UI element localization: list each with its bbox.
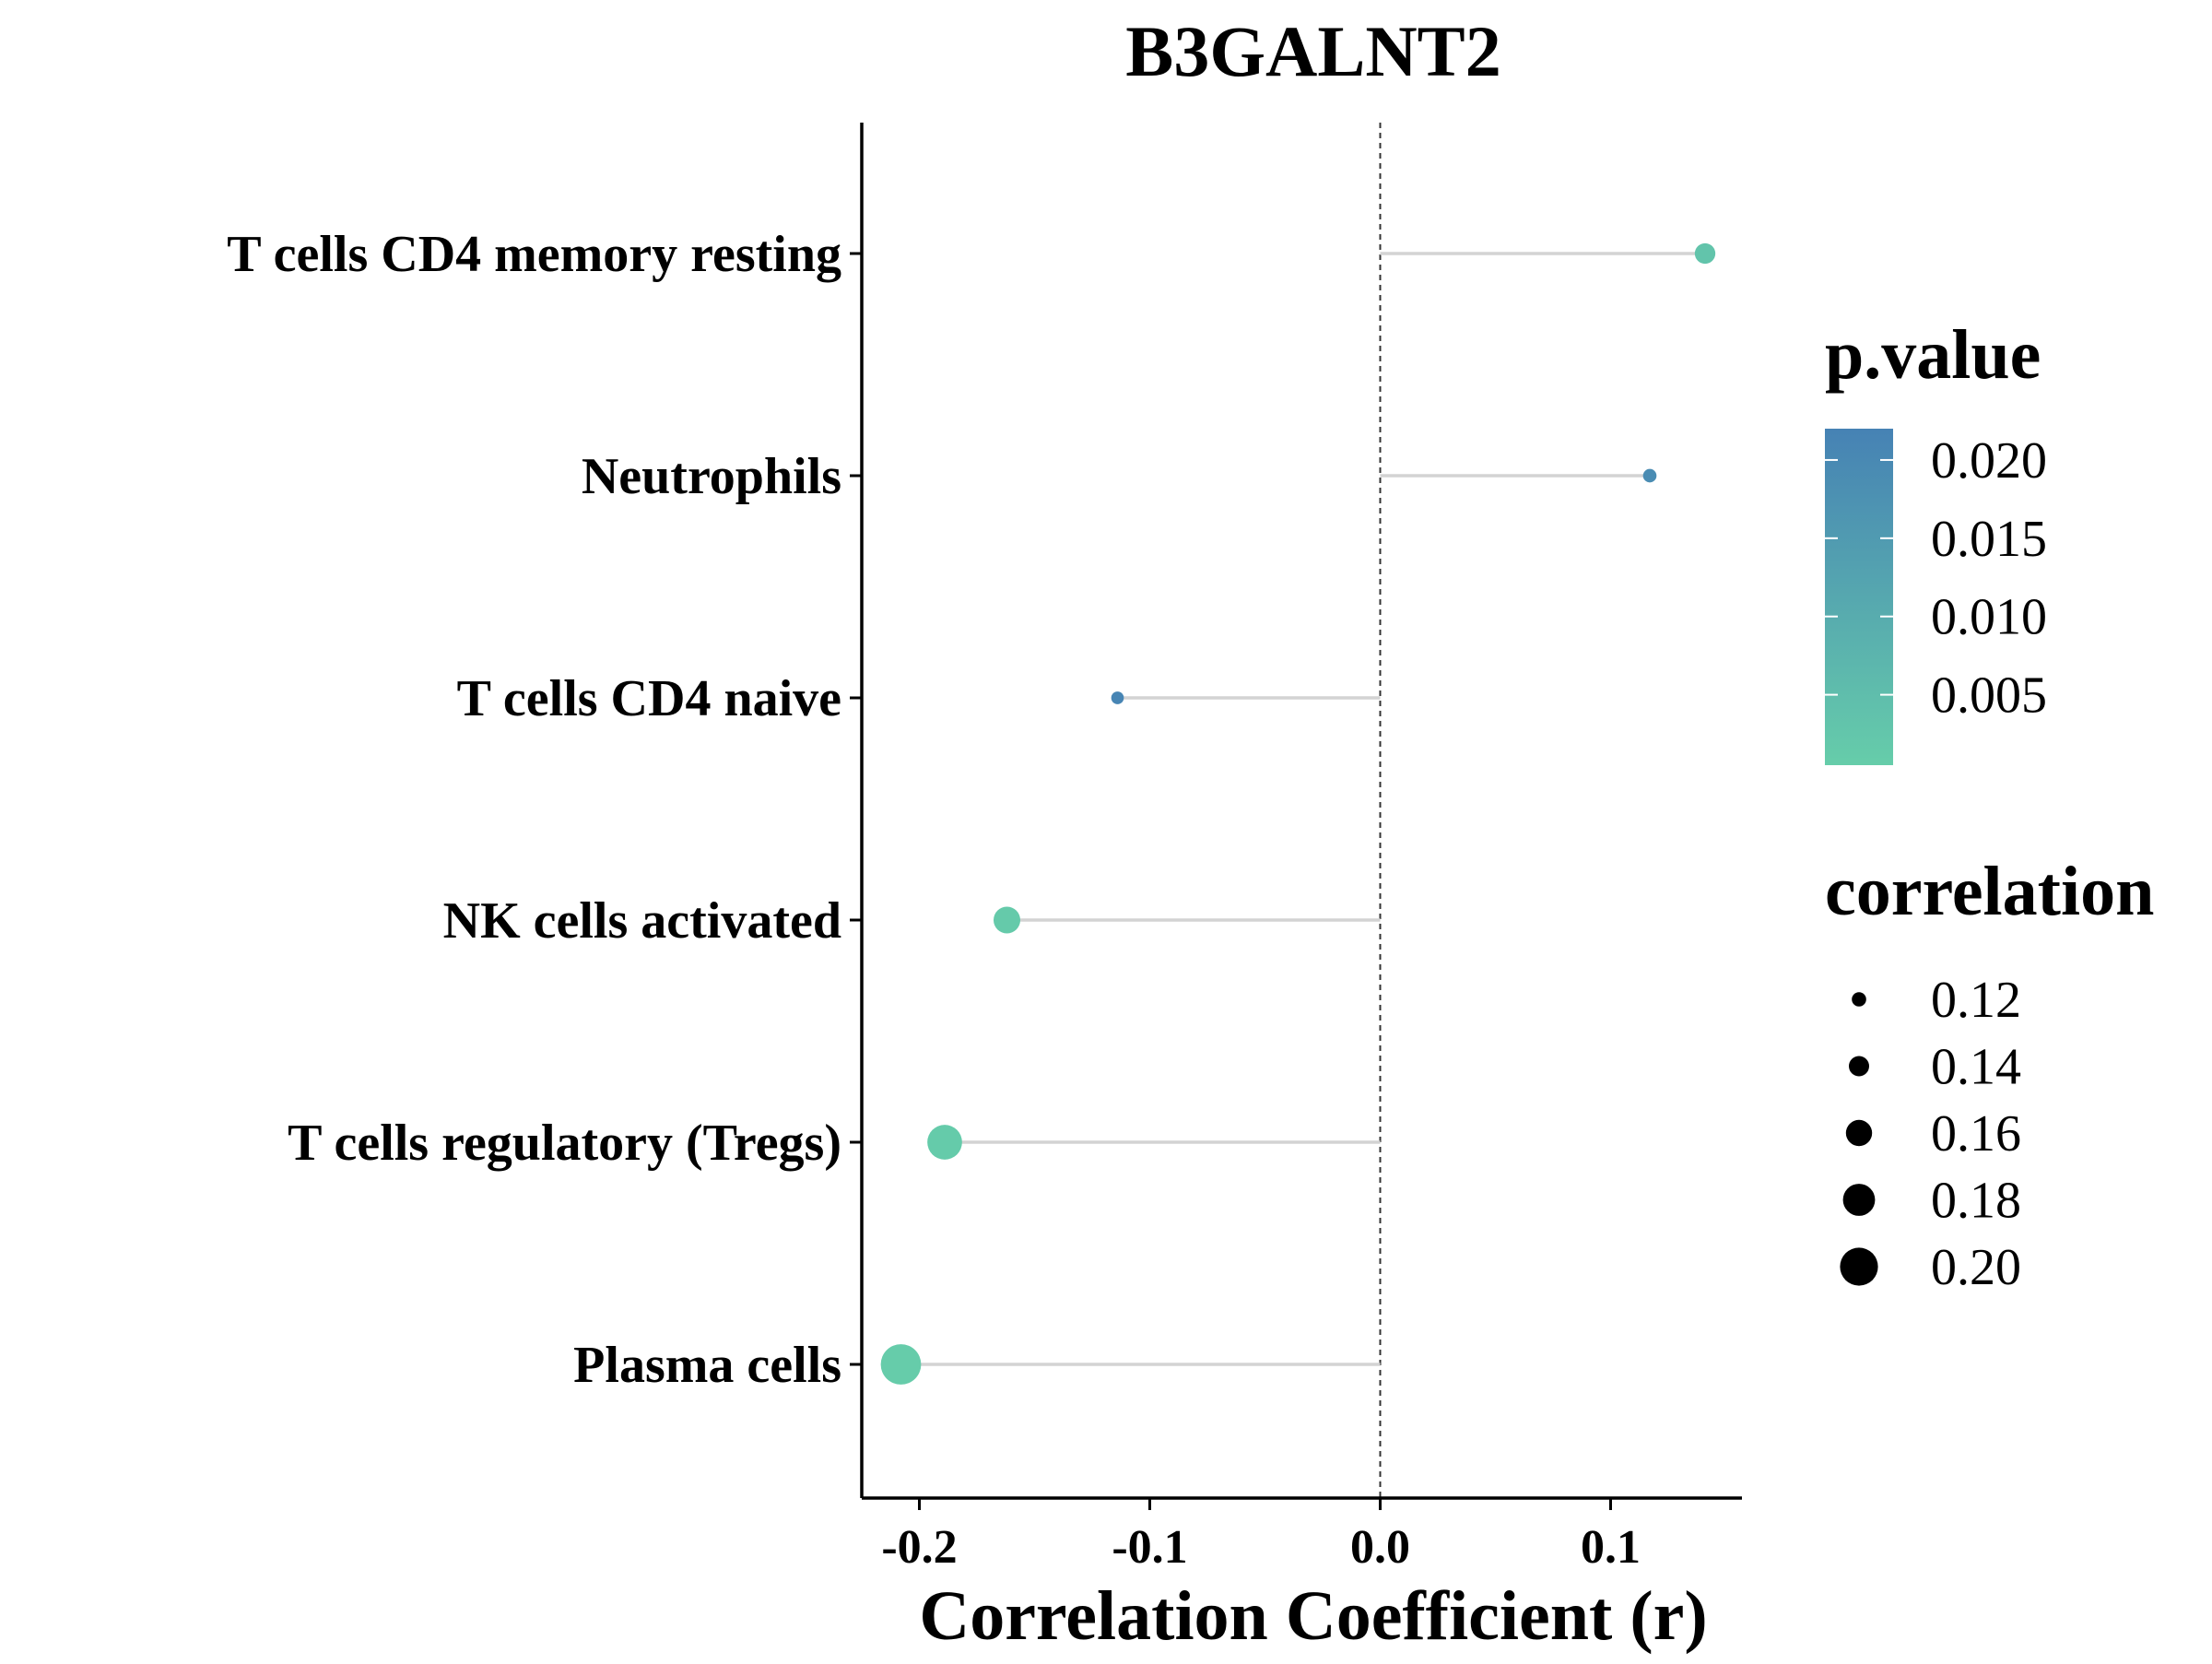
color-legend-label: 0.010 <box>1931 589 2047 646</box>
data-point <box>1642 468 1657 483</box>
color-legend-label: 0.020 <box>1931 432 2047 490</box>
y-tick-label: NK cells activated <box>443 892 841 950</box>
y-tick-label: T cells regulatory (Tregs) <box>288 1115 841 1172</box>
data-point <box>993 906 1021 934</box>
size-legend-label: 0.14 <box>1931 1039 2021 1096</box>
size-legend-key <box>1845 1119 1873 1147</box>
y-tick-label: Neutrophils <box>582 448 841 505</box>
y-tick-label: T cells CD4 memory resting <box>227 226 841 283</box>
y-tick-label: T cells CD4 naive <box>457 670 841 727</box>
size-legend-key <box>1840 1247 1878 1286</box>
legend: p.value 0.020 0.015 0.010 0.005 correlation 0.… <box>1825 316 2154 1296</box>
size-legend-label: 0.12 <box>1931 972 2021 1029</box>
color-bar <box>1825 429 1893 765</box>
x-tick-label: 0.1 <box>1581 1521 1641 1574</box>
data-point <box>1694 242 1716 265</box>
color-legend-label: 0.015 <box>1931 511 2047 568</box>
chart-title: B3GALNT2 <box>1125 11 1500 91</box>
size-legend-label: 0.18 <box>1931 1173 2021 1230</box>
x-tick-label: -0.2 <box>881 1521 957 1574</box>
size-legend-key <box>1842 1184 1876 1216</box>
size-legend-title: correlation <box>1825 853 2154 930</box>
size-legend-label: 0.20 <box>1931 1239 2021 1296</box>
color-legend-title: p.value <box>1825 316 2041 394</box>
size-legend-key <box>1852 992 1866 1007</box>
y-tick-label: Plasma cells <box>573 1337 841 1394</box>
size-legend-key <box>1849 1056 1869 1077</box>
color-legend-label: 0.005 <box>1931 667 2047 725</box>
x-axis-label: Correlation Coefficient (r) <box>919 1577 1707 1655</box>
data-point <box>927 1125 962 1160</box>
x-tick-label: -0.1 <box>1112 1521 1187 1574</box>
size-legend-label: 0.16 <box>1931 1105 2021 1162</box>
data-point <box>880 1344 922 1385</box>
data-point <box>1111 691 1124 704</box>
x-tick-label: 0.0 <box>1350 1521 1410 1574</box>
plot-area: T cells CD4 memory resting Neutrophils T c… <box>227 123 1742 1574</box>
